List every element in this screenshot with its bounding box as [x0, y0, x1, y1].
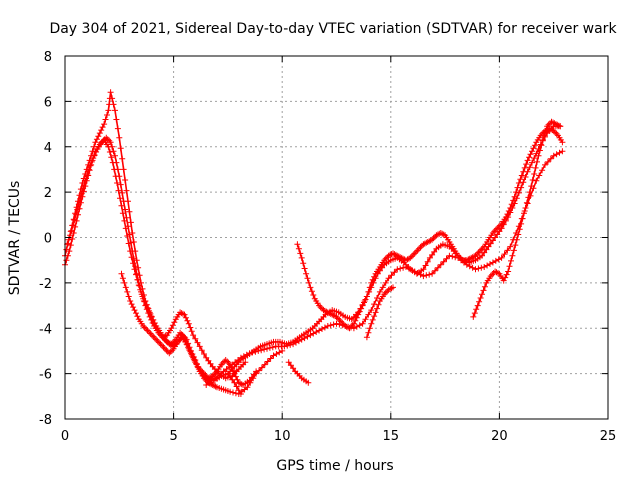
y-tick-label: 2 [44, 186, 52, 201]
x-tick-label: 5 [169, 429, 177, 444]
x-tick-label: 25 [600, 429, 617, 444]
y-axis-label: SDTVAR / TECUs [7, 181, 23, 296]
x-axis-label: GPS time / hours [276, 458, 393, 474]
x-tick-label: 10 [274, 429, 291, 444]
series-markers [64, 134, 249, 382]
x-tick-label: 15 [383, 429, 400, 444]
series-markers [294, 125, 566, 332]
series-line [66, 136, 247, 379]
series-track-8 [285, 359, 312, 386]
x-tick-label: 20 [491, 429, 508, 444]
series-line [287, 361, 310, 384]
y-tick-label: 8 [44, 50, 52, 65]
series-markers [470, 118, 564, 320]
y-tick-label: 6 [44, 95, 52, 110]
data-series [62, 89, 566, 397]
series-markers [118, 270, 260, 388]
y-tick-label: -8 [39, 413, 52, 428]
series-line [472, 121, 561, 318]
y-tick-label: -2 [39, 277, 52, 292]
series-track-7 [294, 125, 566, 332]
y-tick-label: 4 [44, 141, 52, 156]
series-markers [285, 359, 312, 386]
series-markers [363, 284, 396, 341]
series-line [64, 91, 242, 395]
chart-title: Day 304 of 2021, Sidereal Day-to-day VTE… [49, 21, 617, 37]
series-track-9 [363, 284, 396, 341]
axis-ticks [64, 55, 609, 420]
grid-lines [65, 56, 608, 419]
series-track-2 [62, 89, 244, 397]
y-tick-label: 0 [44, 232, 52, 247]
axis-tick-labels: 0 5 10 15 20 25 -8 -6 -4 -2 0 2 4 6 8 [39, 50, 616, 444]
series-track-10 [470, 118, 564, 320]
x-tick-label: 0 [61, 429, 69, 444]
series-track-3 [64, 134, 249, 382]
y-tick-label: -6 [39, 368, 52, 383]
series-line [120, 273, 257, 386]
y-tick-label: -4 [39, 322, 52, 337]
series-markers [62, 89, 244, 397]
series-line [296, 127, 564, 330]
